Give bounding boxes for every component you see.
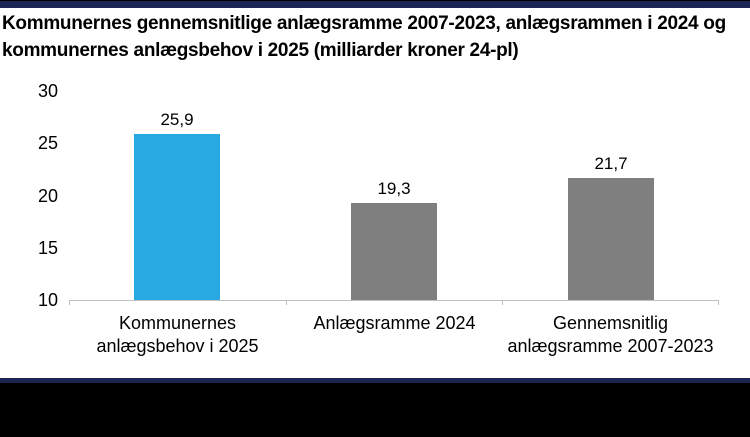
bar-1 — [351, 203, 437, 300]
x-axis-label-line: anlægsramme 2007-2023 — [507, 336, 714, 356]
chart-title-line-2: kommunernes anlægsbehov i 2025 (milliard… — [2, 40, 519, 61]
x-axis-label-line: Kommunernes — [118, 313, 237, 333]
axis-tick — [69, 300, 70, 305]
y-axis-tick-label: 20 — [37, 186, 58, 206]
axis-tick — [718, 300, 719, 305]
bar-value-label: 21,7 — [594, 154, 628, 173]
x-axis-label-1: Anlægsramme 2024 — [286, 312, 503, 335]
bar-value-label: 19,3 — [377, 179, 411, 198]
y-axis-tick-label: 10 — [37, 290, 58, 310]
footer-black-bar — [0, 383, 750, 437]
x-axis-label-0: Kommunernes anlægsbehov i 2025 — [69, 312, 286, 358]
y-axis-tick-label: 30 — [37, 81, 58, 101]
axis-tick — [502, 300, 503, 305]
plot-area: 25,9 19,3 21,7 — [69, 84, 719, 306]
x-axis-label-line: Anlægsramme 2024 — [313, 313, 476, 333]
chart-title: Kommunernes gennemsnitlige anlægsramme 2… — [2, 10, 750, 64]
top-border-rule — [0, 0, 750, 8]
y-axis-tick-label: 25 — [37, 133, 58, 153]
x-axis-line — [69, 300, 719, 301]
x-axis-label-line: anlægsbehov i 2025 — [96, 336, 259, 356]
bar-2 — [568, 178, 654, 300]
axis-tick — [286, 300, 287, 305]
y-axis-tick-label: 15 — [37, 238, 58, 258]
x-axis-label-2: Gennemsnitlig anlægsramme 2007-2023 — [502, 312, 719, 358]
bar-value-label: 25,9 — [160, 110, 194, 129]
chart-title-line-1: Kommunernes gennemsnitlige anlægsramme 2… — [2, 13, 726, 34]
bar-0 — [134, 134, 220, 300]
x-axis-label-line: Gennemsnitlig — [552, 313, 669, 333]
bottom-border-rule — [0, 378, 750, 383]
